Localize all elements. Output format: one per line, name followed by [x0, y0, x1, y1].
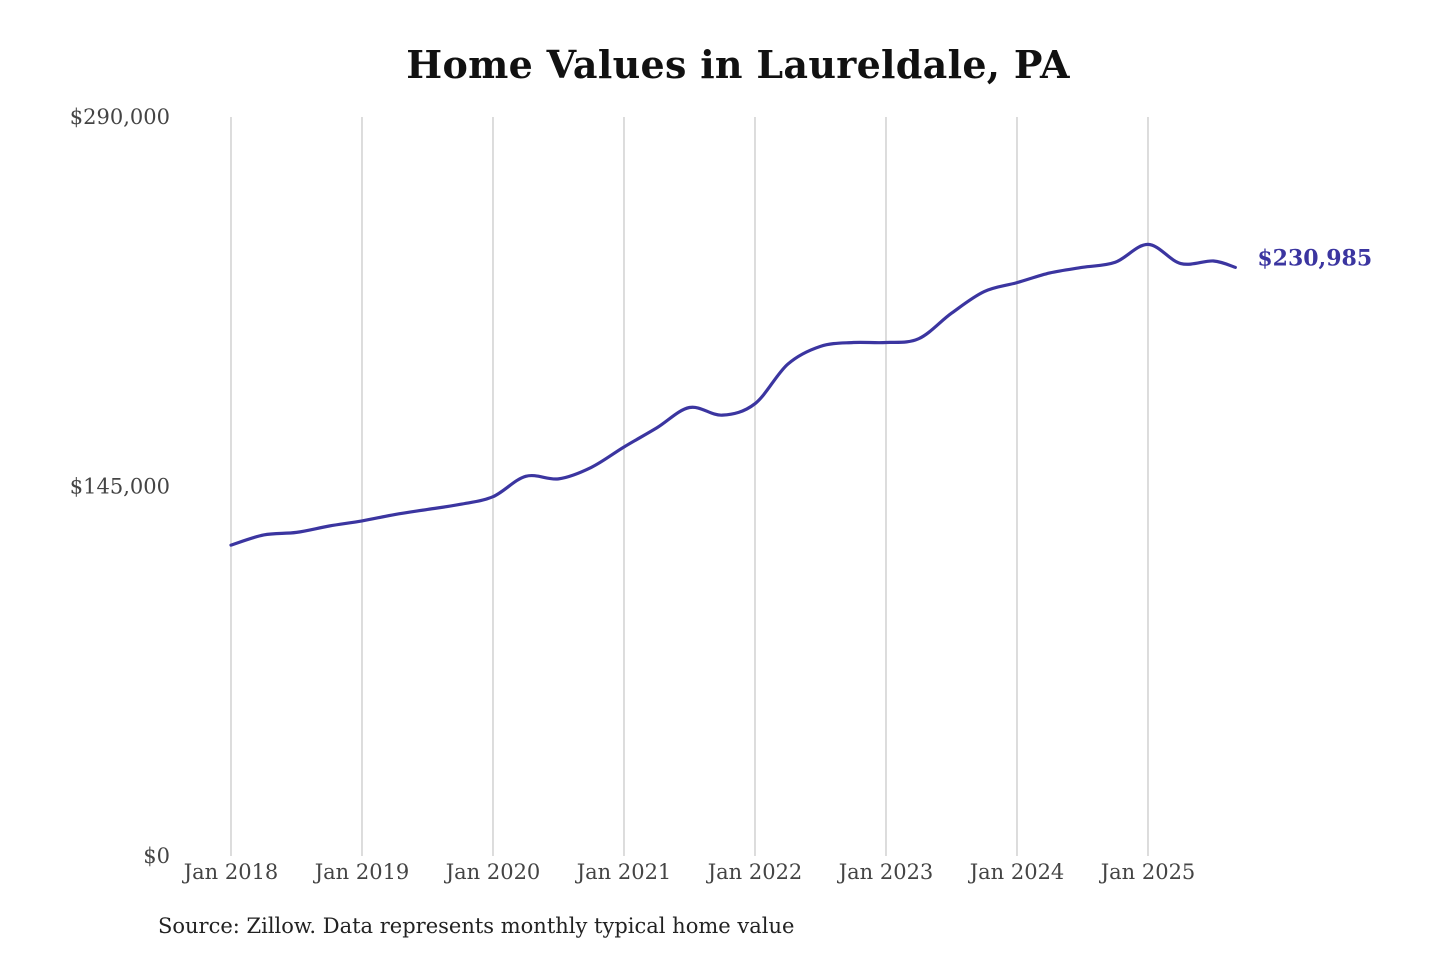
x-tick-label: Jan 2018: [182, 860, 279, 884]
source-note: Source: Zillow. Data represents monthly …: [158, 914, 795, 938]
end-label-layer: $230,985: [1257, 245, 1372, 271]
chart-title: Home Values in Laureldale, PA: [406, 42, 1070, 87]
end-value-label: $230,985: [1257, 245, 1372, 271]
series-line-0: [229, 242, 1237, 547]
x-axis-tick-labels: Jan 2018 Jan 2019 Jan 2020 Jan 2021 Jan 2022…: [182, 860, 1196, 884]
x-tick-label: Jan 2020: [444, 860, 541, 884]
x-tick-label: Jan 2025: [1099, 860, 1196, 884]
series-layer: [229, 242, 1237, 547]
y-tick-label: $145,000: [70, 475, 170, 499]
x-tick-label: Jan 2019: [313, 860, 410, 884]
x-tick-label: Jan 2021: [575, 860, 672, 884]
x-tick-label: Jan 2022: [706, 860, 803, 884]
y-tick-label: $290,000: [70, 105, 170, 129]
y-tick-label: $0: [143, 844, 170, 868]
y-axis-tick-labels: $0 $145,000 $290,000: [70, 105, 170, 868]
x-tick-label: Jan 2024: [968, 860, 1065, 884]
x-tick-label: Jan 2023: [837, 860, 934, 884]
gridlines: [230, 117, 1149, 856]
